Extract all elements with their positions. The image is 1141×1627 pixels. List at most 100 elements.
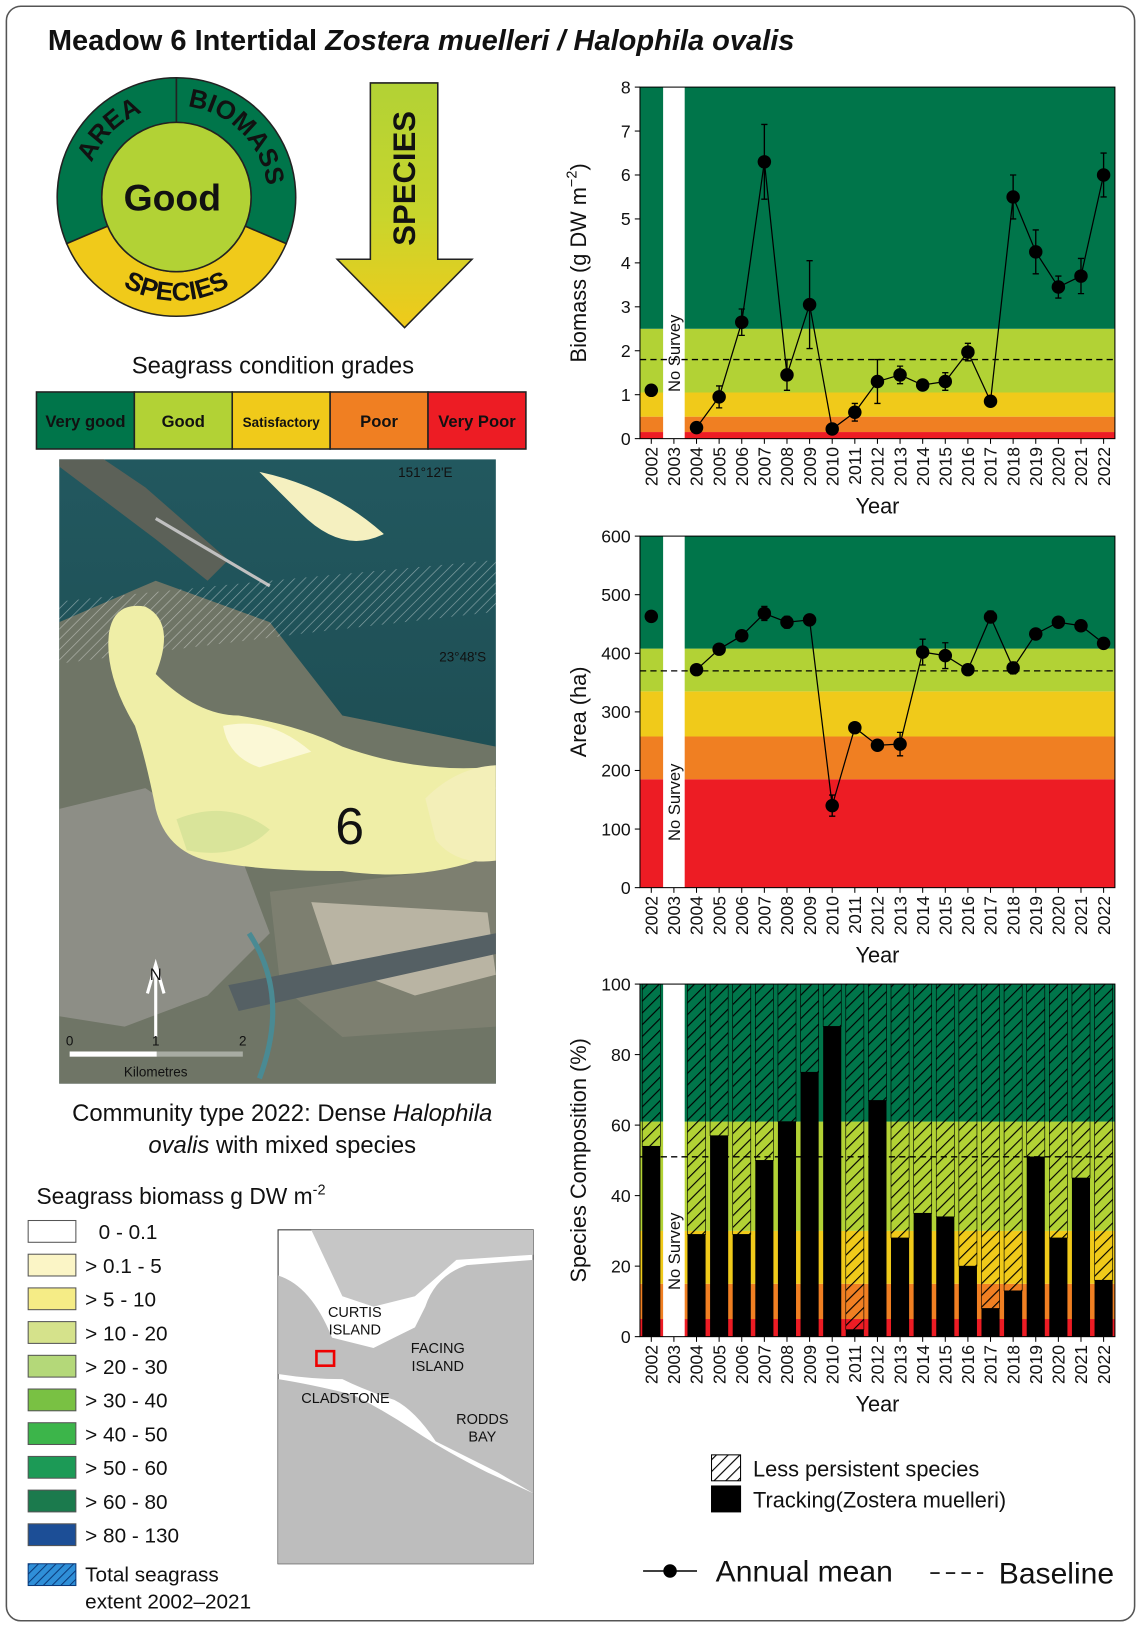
bar-tracking <box>936 1216 955 1337</box>
mean-point <box>644 609 659 624</box>
y-tick-label: 100 <box>601 974 631 994</box>
x-tick-label: 2011 <box>845 447 865 485</box>
biomass-label: > 5 - 10 <box>85 1289 156 1312</box>
map <box>59 459 496 1084</box>
bar-less-persistent <box>868 983 887 1101</box>
x-tick-label: 2019 <box>1026 896 1046 935</box>
caption-part: Halophila <box>393 1100 492 1127</box>
x-tick-label: 2002 <box>642 1345 662 1384</box>
legend-title-part: Seagrass biomass g DW m <box>36 1183 312 1209</box>
caption-part: with mixed species <box>209 1132 416 1159</box>
grade-band <box>639 691 1115 737</box>
x-tick-label: 2003 <box>664 896 684 935</box>
x-tick-label: 2002 <box>642 447 662 486</box>
inset-label: ISLAND <box>329 1323 381 1339</box>
map-label: 0 <box>66 1033 74 1048</box>
x-tick-label: 2008 <box>777 896 797 935</box>
biomass-label: > 50 - 60 <box>85 1457 167 1480</box>
x-tick-label: 2016 <box>958 447 978 486</box>
x-tick-label: 2014 <box>913 447 933 486</box>
mean-point <box>735 315 749 329</box>
x-tick-label: 2010 <box>822 1345 842 1384</box>
bar-tracking <box>777 1121 797 1337</box>
bar-less-persistent <box>687 983 706 1235</box>
mean-point <box>983 394 998 409</box>
map-label: Kilometres <box>124 1064 188 1079</box>
y-tick-label: 0 <box>621 429 631 449</box>
y-tick-label: 0 <box>621 1327 631 1347</box>
x-tick-label: 2012 <box>868 1345 888 1384</box>
y-tick-label: 3 <box>621 297 631 317</box>
x-tick-label: 2010 <box>822 447 842 486</box>
legend-point <box>663 1564 677 1578</box>
inset-label: CLADSTONE <box>301 1391 390 1407</box>
title-part: Zostera muelleri / Halophila ovalis <box>324 25 794 57</box>
x-tick-label: 2019 <box>1026 1345 1046 1384</box>
x-tick-label: 2014 <box>913 1345 933 1384</box>
y-label-part: −2 <box>565 171 581 188</box>
x-tick-label: 2005 <box>709 1345 729 1384</box>
caption-part: ovalis <box>148 1132 209 1159</box>
biomass-label: > 10 - 20 <box>85 1322 167 1345</box>
grade-cell <box>329 391 429 450</box>
mean-point <box>893 737 907 751</box>
mean-point <box>780 368 794 382</box>
biomass-label: > 80 - 130 <box>85 1524 179 1547</box>
bar-tracking <box>958 1266 977 1337</box>
x-tick-label: 2007 <box>755 896 775 935</box>
bar-tracking <box>1004 1290 1023 1337</box>
y-tick-label: 6 <box>621 165 631 185</box>
grade-band <box>639 87 1115 329</box>
x-tick-label: 2007 <box>755 1345 775 1384</box>
mean-point <box>938 648 953 663</box>
x-tick-label: 2009 <box>800 896 820 935</box>
y-tick-label: 4 <box>621 253 631 273</box>
extent-swatch <box>27 1563 77 1587</box>
x-tick-label: 2004 <box>687 1345 707 1384</box>
x-tick-label: 2020 <box>1049 447 1069 486</box>
x-tick-label: 2016 <box>958 1345 978 1384</box>
x-tick-label: 2012 <box>868 896 888 935</box>
no-survey-band <box>663 87 685 439</box>
bar-less-persistent <box>709 983 729 1136</box>
legend-swatch <box>711 1454 742 1482</box>
mean-point <box>1006 661 1020 675</box>
x-tick-label: 2022 <box>1094 1345 1114 1384</box>
bar-less-persistent <box>777 983 797 1122</box>
biomass-swatch <box>27 1354 77 1378</box>
bar-less-persistent <box>822 983 842 1027</box>
mean-point <box>1051 280 1066 294</box>
x-tick-label: 2014 <box>913 896 933 935</box>
grade-band <box>639 648 1115 692</box>
chart: No Survey 0 100 200 300 400 500 600 2002 2003 2004… <box>566 526 1116 967</box>
x-tick-label: 2021 <box>1071 1345 1091 1384</box>
x-axis-label: Year <box>855 493 899 518</box>
inset-label: RODDS <box>456 1412 508 1428</box>
mean-point <box>870 374 885 389</box>
bar-tracking <box>732 1234 751 1337</box>
legend-label: Tracking(Zostera muelleri) <box>753 1488 1006 1513</box>
biomass-swatch <box>27 1489 77 1513</box>
bar-less-persistent <box>913 983 933 1214</box>
y-tick-label: 400 <box>601 644 631 664</box>
grade-label: Satisfactory <box>243 415 321 430</box>
mean-point <box>802 613 817 627</box>
biomass-label: > 30 - 40 <box>85 1390 167 1413</box>
grades-title: Seagrass condition grades <box>132 352 414 379</box>
mean-point <box>712 642 726 656</box>
y-tick-label: 0 <box>621 878 631 898</box>
grade: Good <box>124 177 221 219</box>
x-tick-label: 2009 <box>800 1345 820 1384</box>
x-tick-label: 2010 <box>822 896 842 935</box>
inset-map <box>277 1229 534 1565</box>
x-tick-label: 2022 <box>1094 896 1114 935</box>
x-tick-label: 2022 <box>1094 447 1114 486</box>
x-tick-label: 2020 <box>1049 1345 1069 1384</box>
map-label: 6 <box>335 797 364 855</box>
mean-point <box>848 720 862 735</box>
arrow-label: SPECIES <box>387 111 422 246</box>
mean-point <box>1006 190 1020 204</box>
